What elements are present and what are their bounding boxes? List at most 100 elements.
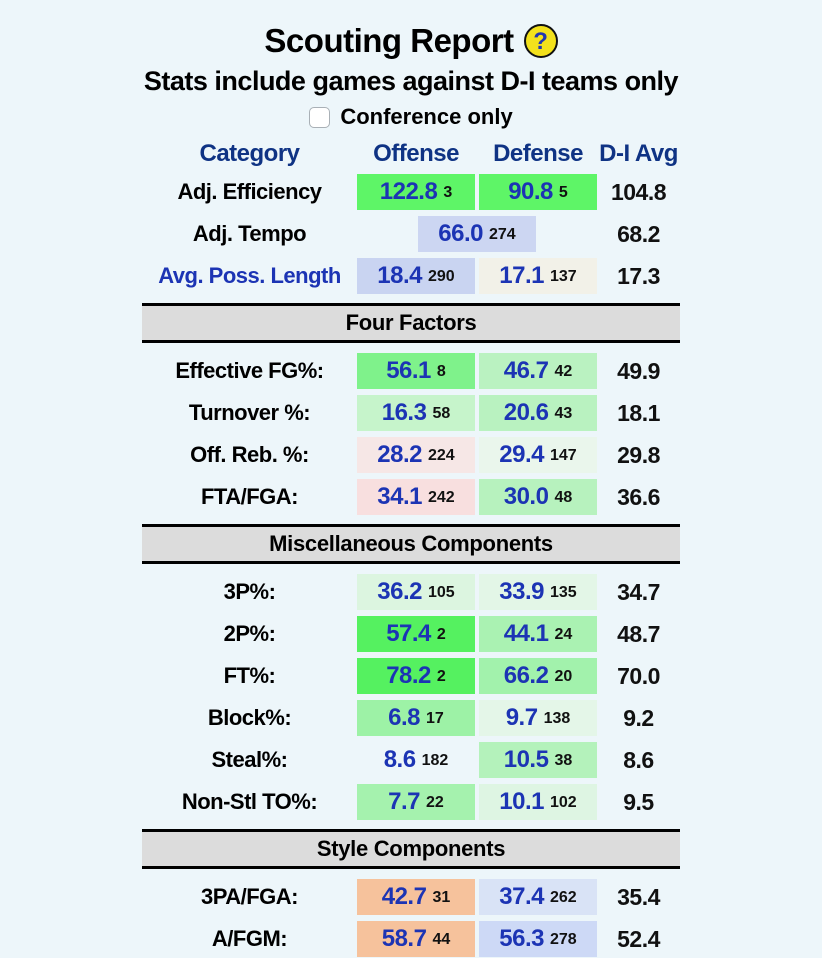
stat-value: 9.7 [505,704,538,731]
offense-cell: 78.2 2 [357,658,475,694]
stat-row: Off. Reb. %: 28.2 224 29.4 147 29.8 [142,437,680,473]
offense-cell-col: 57.4 2 [357,616,475,652]
offense-cell-col: 36.2 105 [357,574,475,610]
defense-cell-col: 56.3 278 [479,921,597,957]
offense-cell-col: 16.3 58 [357,395,475,431]
stat-rank: 278 [550,931,577,948]
offense-cell-col: 42.7 31 [357,879,475,915]
offense-cell: 42.7 31 [357,879,475,915]
defense-cell: 10.1 102 [479,784,597,820]
defense-cell-col: 37.4 262 [479,879,597,915]
stat-label: Block%: [207,705,292,730]
stat-label: FTA/FGA: [200,484,299,509]
header-defense: Defense [493,140,583,167]
stat-rank: 48 [554,489,573,506]
stat-rank: 147 [550,447,577,464]
table-header-row: Category Offense Defense D-I Avg [142,140,680,168]
offense-cell: 28.2 224 [357,437,475,473]
stat-value: 29.4 [499,441,544,468]
stat-rank: 137 [550,268,577,285]
stat-label: Off. Reb. %: [190,442,309,467]
offense-cell: 58.7 44 [357,921,475,957]
offense-cell-col: 8.6 182 [357,742,475,778]
stat-row: Effective FG%: 56.1 8 46.7 42 49.9 [142,353,680,389]
defense-cell: 44.1 24 [479,616,597,652]
defense-cell-col: 10.1 102 [479,784,597,820]
offense-cell: 7.7 22 [357,784,475,820]
stat-row: FTA/FGA: 34.1 242 30.0 48 36.6 [142,479,680,515]
defense-cell-col: 44.1 24 [479,616,597,652]
stat-row: 2P%: 57.4 2 44.1 24 48.7 [142,616,680,652]
stat-label: Steal%: [211,747,288,772]
stat-rank: 20 [554,668,573,685]
stat-rank: 262 [550,889,577,906]
stat-label: Adj. Tempo [192,221,307,246]
stat-value: 7.7 [388,788,421,815]
section-header: Miscellaneous Components [142,524,680,564]
stat-rank: 8 [436,363,446,380]
offense-cell: 56.1 8 [357,353,475,389]
defense-cell-col: 29.4 147 [479,437,597,473]
defense-cell: 29.4 147 [479,437,597,473]
stat-value: 8.6 [383,746,416,773]
stat-rank: 42 [554,363,573,380]
stat-rank: 182 [421,752,449,769]
stat-value: 10.1 [499,788,544,815]
stat-rank: 274 [489,226,516,243]
stat-value: 30.0 [503,483,549,510]
defense-cell: 10.5 38 [479,742,597,778]
di-avg-value: 70.0 [617,662,660,689]
defense-cell-col: 30.0 48 [479,479,597,515]
defense-cell-col: 17.1 137 [479,258,597,294]
di-avg-value: 35.4 [617,883,660,910]
stat-rank: 2 [436,626,446,643]
di-avg-value: 49.9 [617,357,660,384]
offense-cell: 122.8 3 [357,174,475,210]
stat-row: Adj. Efficiency 122.8 3 90.8 5 104.8 [142,174,680,210]
defense-cell: 66.2 20 [479,658,597,694]
stat-label: Non-Stl TO%: [181,789,318,814]
stat-label: Turnover %: [188,400,311,425]
offense-cell: 16.3 58 [357,395,475,431]
defense-cell: 30.0 48 [479,479,597,515]
stat-rank: 290 [428,268,455,285]
conference-only-checkbox[interactable] [309,106,331,128]
di-avg-value: 18.1 [617,399,660,426]
stat-value: 42.7 [381,883,427,910]
stat-value: 58.7 [381,925,427,952]
defense-cell: 90.8 5 [479,174,597,210]
stat-label: FT%: [223,663,276,688]
offense-cell-col: 18.4 290 [357,258,475,294]
stat-rank: 22 [426,794,444,811]
stat-value: 66.2 [503,662,549,689]
help-icon[interactable]: ? [523,24,558,58]
stat-value: 56.3 [499,925,544,952]
stat-value: 34.1 [377,483,422,510]
stat-value: 33.9 [499,578,544,605]
header-category: Category [199,140,300,167]
stat-rank: 105 [428,584,455,601]
page-subtitle: Stats include games against D-I teams on… [143,66,679,96]
stat-value: 66.0 [438,220,483,247]
di-avg-value: 104.8 [610,178,667,205]
stat-label[interactable]: Avg. Poss. Length [158,263,341,288]
stat-label: 2P%: [223,621,276,646]
section-header: Four Factors [142,303,680,343]
stat-row: Steal%: 8.6 182 10.5 38 8.6 [142,742,680,778]
stat-value: 28.2 [377,441,422,468]
defense-cell-col: 46.7 42 [479,353,597,389]
defense-cell: 46.7 42 [479,353,597,389]
stat-rank: 3 [443,184,453,201]
di-avg-value: 34.7 [617,578,660,605]
conference-only-label: Conference only [340,104,513,129]
stat-rank: 58 [432,405,451,422]
conference-only-control[interactable]: Conference only [0,104,822,130]
defense-cell: 9.7 138 [479,700,597,736]
defense-cell-col: 33.9 135 [479,574,597,610]
stat-value: 90.8 [508,178,553,205]
stat-row: 3P%: 36.2 105 33.9 135 34.7 [142,574,680,610]
offense-cell-col: 28.2 224 [357,437,475,473]
offense-cell: 6.8 17 [357,700,475,736]
defense-cell: 37.4 262 [479,879,597,915]
